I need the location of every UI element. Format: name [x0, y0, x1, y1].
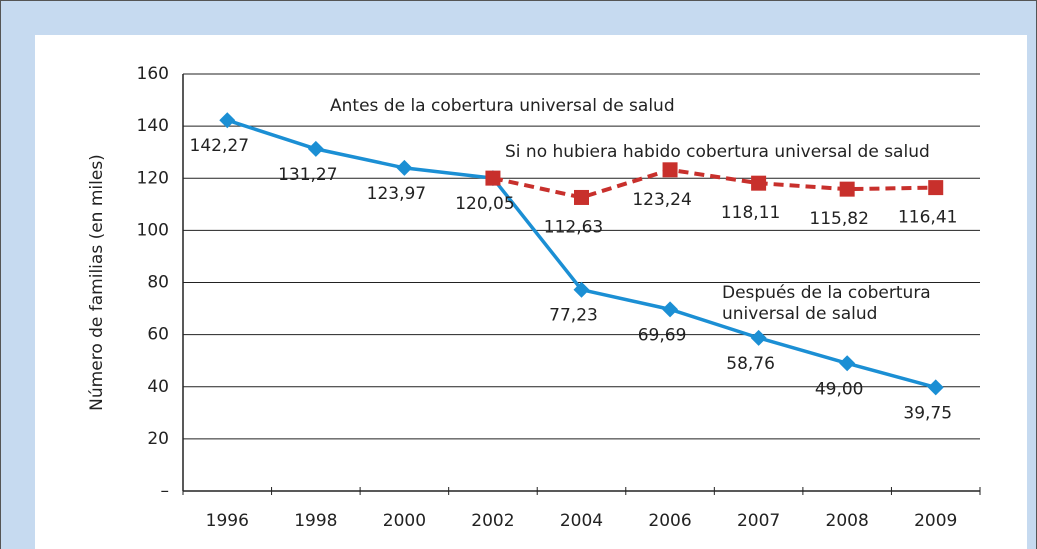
marker — [662, 301, 679, 318]
marker — [927, 379, 944, 396]
x-tick-label: 2000 — [383, 511, 426, 531]
data-label: 120,05 — [455, 194, 514, 214]
x-tick-label: 2002 — [471, 511, 514, 531]
data-label: 39,75 — [903, 403, 952, 423]
marker — [839, 355, 856, 372]
data-label: 116,41 — [898, 208, 957, 228]
data-label: 123,97 — [367, 184, 426, 204]
data-label: 77,23 — [549, 306, 598, 326]
y-tick-label: 120 — [137, 168, 169, 188]
y-tick-label: 60 — [147, 325, 169, 345]
data-label: 58,76 — [726, 354, 775, 374]
marker — [485, 170, 501, 186]
data-label: 118,11 — [721, 203, 780, 223]
data-label: 131,27 — [278, 165, 337, 185]
marker — [750, 329, 767, 346]
marker — [928, 180, 944, 196]
data-label: 49,00 — [815, 379, 864, 399]
marker — [662, 162, 678, 178]
data-label: 142,27 — [190, 136, 249, 156]
y-tick-label: 40 — [147, 377, 169, 397]
panel — [35, 35, 1027, 549]
annotation: universal de salud — [722, 304, 877, 324]
y-tick-label: 100 — [137, 220, 169, 240]
y-tick-label: – — [161, 481, 170, 501]
y-tick-label: 80 — [147, 273, 169, 293]
data-label: 115,82 — [809, 209, 868, 229]
annotation: Después de la cobertura — [722, 283, 931, 303]
x-tick-label: 1996 — [206, 511, 249, 531]
x-tick-label: 2006 — [648, 511, 691, 531]
marker — [307, 140, 324, 157]
x-tick-label: 2008 — [826, 511, 869, 531]
x-tick-label: 2007 — [737, 511, 780, 531]
marker — [839, 181, 855, 197]
data-label: 69,69 — [638, 325, 687, 345]
marker — [574, 189, 589, 205]
marker — [219, 112, 236, 129]
y-tick-label: 20 — [147, 429, 169, 449]
y-axis-label: Número de familias (en miles) — [87, 154, 107, 411]
series-line — [492, 167, 936, 200]
annotation: Antes de la cobertura universal de salud — [330, 96, 675, 116]
y-tick-label: 160 — [137, 64, 169, 84]
x-tick-label: 2004 — [560, 511, 603, 531]
annotation: Si no hubiera habido cobertura universal… — [505, 142, 930, 162]
data-label: 112,63 — [544, 217, 603, 237]
x-tick-label: 1998 — [294, 511, 337, 531]
data-label: 123,24 — [632, 190, 691, 210]
marker — [396, 159, 413, 176]
x-tick-label: 2009 — [914, 511, 957, 531]
y-tick-label: 140 — [137, 116, 169, 136]
marker — [573, 281, 590, 298]
marker — [751, 175, 767, 191]
